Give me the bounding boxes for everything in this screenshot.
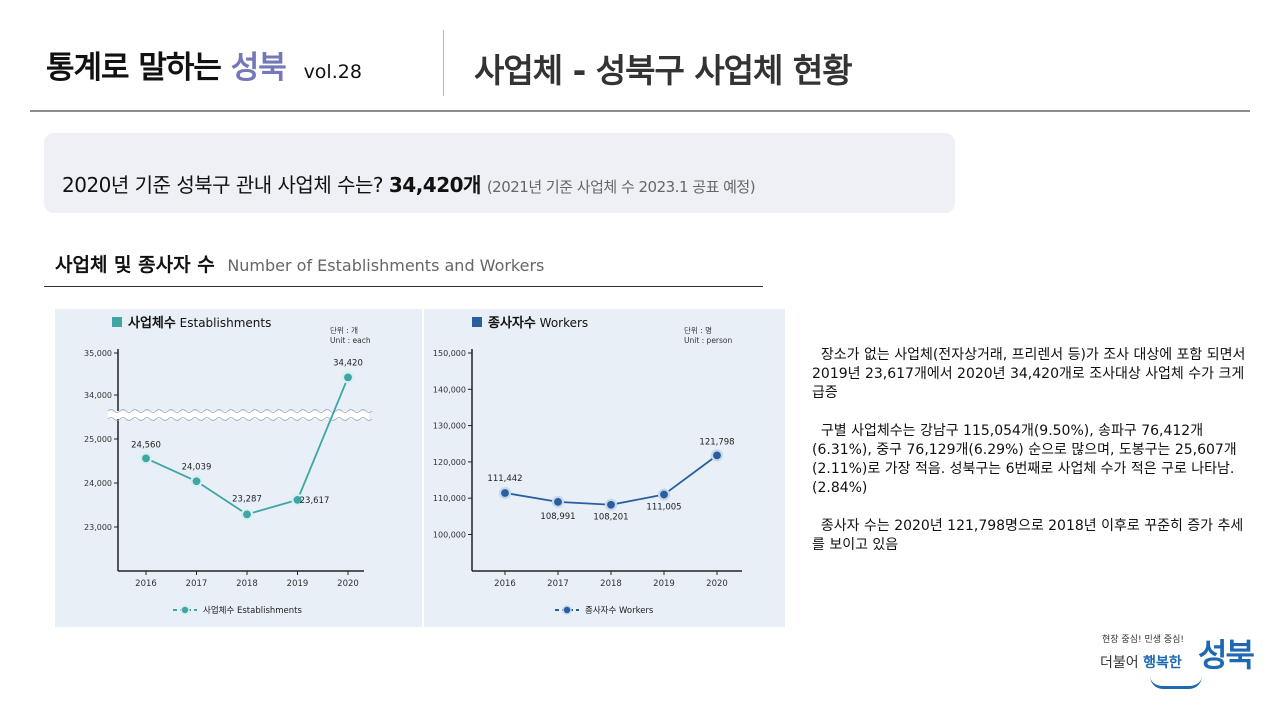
data-label: 23,287 (232, 494, 262, 504)
unit-label: Unit : each (330, 336, 371, 345)
series-line (504, 454, 718, 506)
legend-marker (180, 605, 190, 615)
topic-title: 사업체 - 성북구 사업체 현황 (474, 51, 853, 90)
header-rule (30, 110, 1250, 112)
section-rule (44, 286, 763, 287)
data-label: 23,617 (300, 496, 330, 506)
unit-label: 단위 : 명 (684, 325, 712, 335)
data-point (139, 452, 153, 465)
district-logo: 현장 중심! 민생 중심! 더불어 행복한 성북 (1098, 628, 1258, 698)
data-point (240, 508, 254, 521)
data-label: 24,560 (131, 440, 161, 450)
chart-title: 종사자수 Workers (488, 315, 588, 331)
logo-brand: 성북 (1198, 636, 1255, 674)
y-tick-label: 24,000 (84, 479, 112, 488)
highlight-answer: 34,420개 (388, 173, 482, 197)
x-tick-label: 2017 (186, 579, 208, 589)
logo-together: 더불어 행복한 (1100, 655, 1182, 671)
section-title-ko: 사업체 및 종사자 수 (55, 254, 215, 276)
highlight-text: 2020년 기준 성북구 관내 사업체 수는? 34,420개 (2021년 기… (62, 169, 756, 198)
y-tick-label: 130,000 (433, 422, 466, 431)
volume-label: vol.28 (303, 61, 362, 83)
y-tick-label: 35,000 (84, 349, 112, 358)
highlight-note: (2021년 기준 사업체 수 2023.1 공표 예정) (486, 178, 756, 196)
logo-slogan: 현장 중심! 민생 중심! (1102, 635, 1185, 645)
data-point (190, 475, 203, 488)
legend-square (112, 317, 122, 327)
data-point (551, 495, 565, 508)
axis-break-line (107, 409, 373, 413)
title-accent: 성북 (230, 50, 287, 86)
legend-square (472, 317, 482, 327)
unit-label: Unit : person (684, 336, 733, 345)
y-tick-label: 140,000 (433, 385, 466, 394)
description: 장소가 없는 사업체(전자상거래, 프리렌서 등)가 조사 대상에 포함 되면서… (812, 346, 1252, 574)
description-paragraph: 구별 사업체수는 강남구 115,054개(9.50%), 송파구 76,412… (812, 423, 1237, 496)
data-label: 24,039 (182, 462, 212, 472)
section-title-en: Number of Establishments and Workers (227, 256, 545, 275)
establishments-chart-panel: 사업체수 Establishments 단위 : 개 Unit : each 35,0… (55, 309, 422, 627)
data-label: 111,005 (646, 503, 681, 513)
data-point (291, 493, 304, 506)
x-tick-label: 2018 (600, 579, 622, 589)
axis-break-line (107, 417, 373, 421)
data-point (710, 449, 724, 462)
axis-break-band (108, 411, 369, 419)
legend-label: 사업체수 Establishments (203, 605, 302, 616)
title-main: 통계로 말하는 (46, 50, 222, 86)
legend-label: 종사자수 Workers (585, 606, 654, 616)
highlight-question: 2020년 기준 성북구 관내 사업체 수는? (62, 173, 384, 197)
x-tick-label: 2019 (653, 579, 675, 589)
y-tick-label: 23,000 (84, 523, 112, 532)
logo-smile-mark (1150, 676, 1202, 689)
y-tick-label: 150,000 (433, 349, 466, 358)
y-tick-label: 25,000 (84, 435, 112, 444)
x-tick-label: 2020 (337, 579, 359, 589)
x-tick-label: 2016 (494, 579, 516, 589)
header-divider (443, 30, 444, 96)
x-tick-label: 2018 (236, 579, 258, 589)
highlight-box: 2020년 기준 성북구 관내 사업체 수는? 34,420개 (2021년 기… (44, 133, 955, 213)
description-paragraph: 장소가 없는 사업체(전자상거래, 프리렌서 등)가 조사 대상에 포함 되면서… (812, 347, 1246, 401)
x-tick-label: 2017 (547, 579, 569, 589)
data-point (341, 371, 355, 384)
section-title: 사업체 및 종사자 수 Number of Establishments and… (55, 250, 544, 277)
data-label: 121,798 (699, 437, 734, 447)
data-label: 108,201 (593, 513, 628, 523)
data-point (498, 486, 512, 500)
x-tick-label: 2020 (706, 579, 728, 589)
x-tick-label: 2016 (135, 579, 157, 589)
page-title: 통계로 말하는 성북 vol.28 (46, 42, 362, 87)
x-tick-label: 2019 (287, 579, 309, 589)
workers-chart-panel: 종사자수 Workers 단위 : 명 Unit : person 150,000 14… (424, 309, 785, 627)
legend-marker (562, 605, 572, 615)
data-point (604, 498, 618, 511)
description-paragraph: 종사자 수는 2020년 121,798명으로 2018년 이후로 꾸준히 증가… (812, 518, 1244, 553)
data-label: 108,991 (540, 512, 575, 522)
y-tick-label: 34,000 (84, 391, 112, 400)
data-label: 111,442 (487, 474, 522, 484)
y-tick-label: 100,000 (433, 531, 466, 540)
data-point (657, 488, 671, 501)
unit-label: 단위 : 개 (330, 325, 358, 335)
data-label: 34,420 (333, 358, 363, 368)
y-tick-label: 110,000 (433, 494, 466, 503)
chart-title: 사업체수 Establishments (128, 315, 271, 331)
y-tick-label: 120,000 (433, 458, 466, 467)
